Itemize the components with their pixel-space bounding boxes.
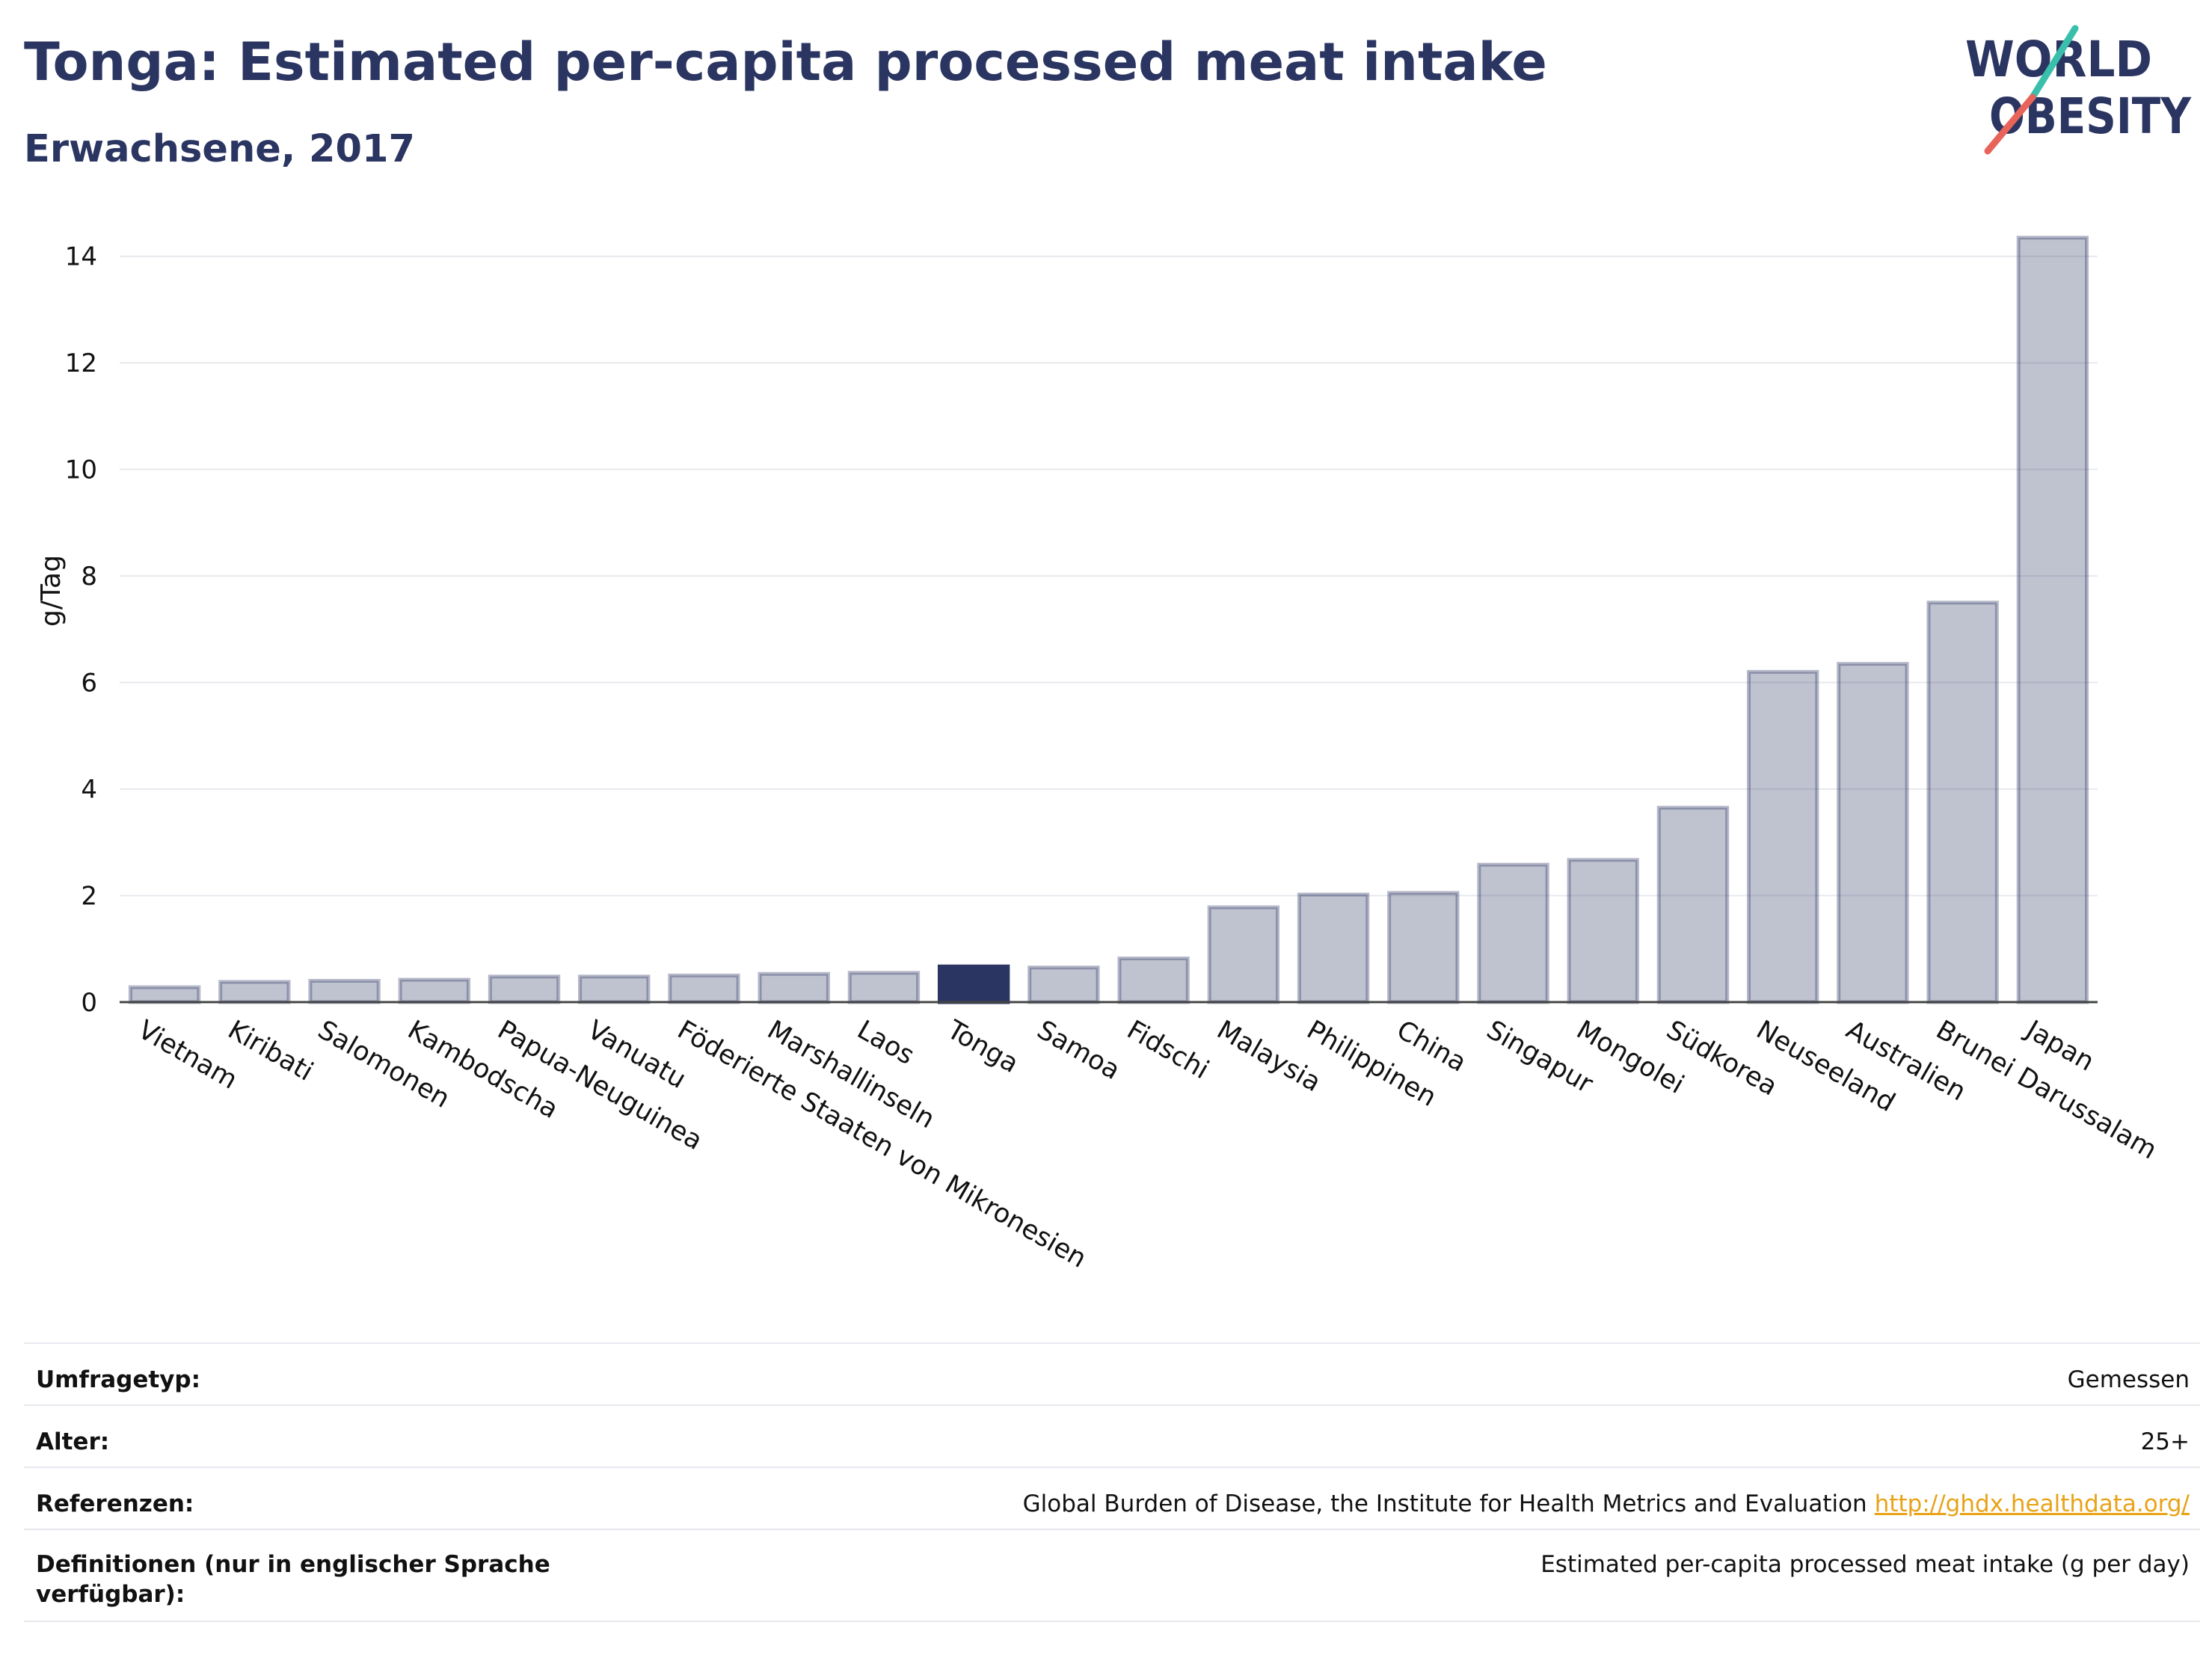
x-tick-label: Tonga bbox=[941, 1015, 1024, 1079]
bar-philippinen bbox=[1297, 892, 1370, 1004]
bar-fidschi bbox=[1117, 957, 1190, 1004]
y-tick-label: 4 bbox=[81, 775, 97, 805]
chart-title: Tonga: Estimated per-capita processed me… bbox=[24, 31, 1547, 93]
info-table: Umfragetyp: Gemessen Alter: 25+ Referenz… bbox=[24, 1342, 2200, 1622]
x-axis-labels: VietnamKiribatiSalomonenKambodschaPapua-… bbox=[133, 1014, 2162, 1274]
bar-japan bbox=[2016, 236, 2089, 1004]
y-tick-label: 0 bbox=[81, 988, 97, 1018]
info-value: 25+ bbox=[2140, 1428, 2190, 1455]
bar-vanuatu bbox=[578, 974, 651, 1004]
info-label: Referenzen: bbox=[36, 1490, 194, 1517]
bar-australien bbox=[1837, 662, 1909, 1004]
info-value: Estimated per-capita processed meat inta… bbox=[1540, 1551, 2190, 1578]
y-tick-label: 10 bbox=[65, 455, 97, 485]
bar-chart: 0 2 4 6 8 10 12 14 VietnamKiribatiSalomonenKamb… bbox=[36, 236, 2162, 1274]
y-tick-label: 2 bbox=[81, 882, 97, 912]
bar-marshallinseln bbox=[758, 971, 830, 1004]
info-row-survey-type: Umfragetyp: Gemessen bbox=[24, 1342, 2200, 1404]
info-row-age: Alter: 25+ bbox=[24, 1404, 2200, 1467]
info-value: Gemessen bbox=[2067, 1366, 2190, 1393]
info-label: Alter: bbox=[36, 1428, 110, 1455]
reference-text: Global Burden of Disease, the Institute … bbox=[1022, 1490, 1867, 1517]
x-tick-label: Samoa bbox=[1032, 1015, 1125, 1086]
svg-text:OBESITY: OBESITY bbox=[1989, 87, 2192, 145]
bar-brunei-darussalam bbox=[1926, 601, 1999, 1004]
bar-vietnam bbox=[128, 985, 201, 1004]
x-tick-label: Laos bbox=[852, 1015, 919, 1071]
bar-samoa bbox=[1027, 965, 1100, 1004]
y-axis-ticks: 0 2 4 6 8 10 12 14 bbox=[65, 242, 97, 1018]
bar-salomonen bbox=[308, 979, 381, 1004]
y-axis-title: g/Tag bbox=[36, 555, 67, 627]
bar-mongolei bbox=[1567, 858, 1639, 1004]
info-label: Umfragetyp: bbox=[36, 1366, 200, 1393]
info-label: Definitionen (nur in englischer Sprache … bbox=[36, 1551, 550, 1608]
x-tick-label: Fidschi bbox=[1122, 1015, 1214, 1085]
bar-singapur bbox=[1477, 862, 1549, 1004]
y-tick-label: 14 bbox=[65, 242, 97, 272]
bars bbox=[128, 236, 2089, 1004]
y-tick-label: 6 bbox=[81, 669, 97, 698]
x-tick-label: Vietnam bbox=[133, 1015, 242, 1096]
info-value: Global Burden of Disease, the Institute … bbox=[1023, 1489, 2190, 1519]
bar-laos bbox=[847, 971, 921, 1004]
bar-tonga bbox=[937, 964, 1010, 1004]
bar-kambodscha bbox=[398, 977, 470, 1004]
bar-china bbox=[1387, 891, 1460, 1004]
reference-link[interactable]: http://ghdx.healthdata.org/ bbox=[1874, 1490, 2190, 1517]
grid-lines bbox=[120, 255, 2098, 897]
y-tick-label: 8 bbox=[81, 562, 97, 592]
bar-malaysia bbox=[1207, 905, 1280, 1004]
bar-neuseeland bbox=[1747, 669, 1819, 1004]
bar-papua-neuguinea bbox=[488, 974, 561, 1004]
info-row-definitions: Definitionen (nur in englischer Sprache … bbox=[24, 1529, 2200, 1622]
info-row-references: Referenzen: Global Burden of Disease, th… bbox=[24, 1467, 2200, 1529]
bar-kiribati bbox=[218, 980, 291, 1004]
world-obesity-logo: WORLD OBESITY bbox=[1965, 25, 2192, 155]
chart-subtitle: Erwachsene, 2017 bbox=[24, 127, 415, 171]
y-tick-label: 12 bbox=[65, 348, 97, 378]
bar-südkorea bbox=[1656, 805, 1730, 1004]
x-tick-label: Kambodscha bbox=[402, 1015, 563, 1125]
bar-föderierte-staaten-von-mikronesien bbox=[668, 973, 740, 1004]
